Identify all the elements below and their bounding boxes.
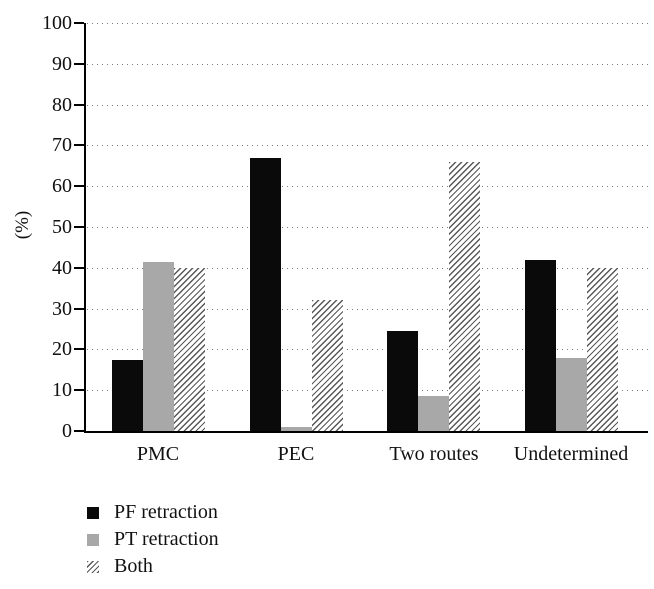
y-tick-20 (74, 348, 84, 350)
legend-swatch-both-icon (87, 560, 99, 573)
x-category-label-pec: PEC (277, 443, 315, 465)
gridline-10 (87, 390, 648, 391)
legend-item-pf-retraction: PF retraction (87, 501, 219, 524)
x-category-label-pmc: PMC (136, 443, 180, 465)
y-tick-label-90: 90 (52, 53, 72, 75)
legend-label-pt-retraction: PT retraction (114, 528, 219, 550)
y-tick-label-30: 30 (52, 298, 72, 320)
y-tick-30 (74, 308, 84, 310)
x-category-label-undetermined: Undetermined (513, 443, 629, 465)
legend-label-pf-retraction: PF retraction (114, 501, 218, 523)
gridline-50 (87, 227, 648, 228)
y-tick-label-20: 20 (52, 338, 72, 360)
gridline-80 (87, 105, 648, 106)
legend-item-both: Both (87, 555, 219, 578)
y-tick-0 (74, 430, 84, 432)
gridline-100 (87, 23, 648, 24)
y-tick-label-50: 50 (52, 216, 72, 238)
gridline-70 (87, 145, 648, 146)
y-tick-70 (74, 144, 84, 146)
y-tick-80 (74, 104, 84, 106)
y-tick-label-0: 0 (62, 420, 72, 442)
y-tick-40 (74, 267, 84, 269)
bar-pf-retraction-pmc (111, 359, 143, 431)
legend-swatch-pt-retraction-icon (87, 533, 99, 546)
bar-both-undetermined (586, 267, 618, 431)
gridline-40 (87, 268, 648, 269)
plot-area (84, 23, 648, 433)
bar-pt-retraction-pec (280, 426, 312, 431)
legend-item-pt-retraction: PT retraction (87, 528, 219, 551)
y-tick-50 (74, 226, 84, 228)
bar-pf-retraction-undetermined (524, 259, 556, 431)
bar-both-two-routes (449, 161, 480, 431)
gridline-90 (87, 64, 648, 65)
bar-both-pec (311, 300, 343, 431)
y-tick-60 (74, 185, 84, 187)
y-tick-label-10: 10 (52, 379, 72, 401)
bar-both-pmc (173, 267, 205, 431)
y-tick-90 (74, 63, 84, 65)
x-category-label-two-routes: Two routes (389, 443, 479, 465)
legend-swatch-pf-retraction-icon (87, 506, 99, 519)
bar-pf-retraction-two-routes (387, 331, 418, 431)
gridline-20 (87, 349, 648, 350)
y-tick-label-70: 70 (52, 134, 72, 156)
y-tick-100 (74, 22, 84, 24)
legend: PF retraction PT retraction Both (87, 501, 219, 578)
bar-pt-retraction-two-routes (418, 396, 449, 431)
y-tick-label-40: 40 (52, 257, 72, 279)
gridline-60 (87, 186, 648, 187)
y-tick-label-60: 60 (52, 175, 72, 197)
gridline-30 (87, 309, 648, 310)
bar-pt-retraction-undetermined (555, 357, 587, 431)
y-tick-10 (74, 389, 84, 391)
legend-label-both: Both (114, 555, 153, 577)
bar-pf-retraction-pec (249, 157, 281, 431)
y-tick-label-80: 80 (52, 94, 72, 116)
bar-pt-retraction-pmc (142, 261, 174, 431)
y-tick-label-100: 100 (42, 12, 72, 34)
